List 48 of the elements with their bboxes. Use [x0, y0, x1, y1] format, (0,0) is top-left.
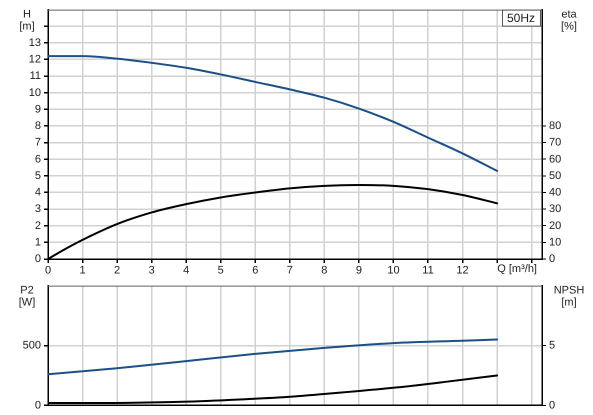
x-tick-label: 6: [252, 264, 258, 277]
y2-tick-label: 5: [549, 340, 556, 352]
y-tick-label: 2: [34, 220, 41, 232]
y-tick-label: 4: [34, 186, 41, 199]
x-tick-label: 7: [286, 264, 293, 277]
y-tick-label: 3: [34, 203, 41, 216]
x-axis-title: Q [m³/h]: [497, 263, 537, 276]
x-tick-label: 12: [456, 264, 469, 277]
x-tick-label: 1: [79, 264, 86, 277]
x-tick-label: 2: [114, 264, 120, 277]
chart-title: 50Hz: [506, 10, 535, 25]
line-series: [48, 338, 498, 376]
y2-tick-label: 0: [549, 399, 556, 412]
line-series: [48, 55, 498, 172]
y2-tick-label: 10: [549, 236, 562, 248]
x-tick-label: 4: [183, 264, 190, 277]
y-tick-label: 1: [34, 236, 41, 248]
y2-tick-label: 40: [549, 186, 562, 199]
x-tick-label: 11: [422, 264, 434, 277]
y-tick-label: 8: [34, 120, 41, 132]
y2-tick-label: 60: [549, 153, 562, 166]
y2-tick-label: 30: [549, 203, 562, 216]
y-tick-label: 9: [34, 103, 41, 116]
y-tick-label: 6: [34, 153, 41, 166]
y2-tick-label: 50: [549, 170, 562, 182]
y-tick-label: 0: [34, 253, 41, 266]
y-tick-label: 10: [28, 86, 41, 99]
y-tick-label: 13: [28, 36, 41, 49]
x-tick-label: 0: [44, 264, 52, 277]
y-tick-label: 12: [28, 54, 41, 66]
x-tick-label: 8: [321, 264, 328, 277]
x-tick-label: 3: [148, 264, 155, 277]
y-axis-title: H [m]: [19, 8, 35, 33]
x-tick-label: 9: [356, 264, 362, 277]
y-tick-label: 7: [34, 136, 41, 149]
y2-tick-label: 20: [549, 220, 562, 232]
y-tick-label: 0: [34, 399, 41, 412]
y2-axis-title: eta [%]: [561, 8, 578, 33]
y2-axis-title: NPSH [m]: [554, 284, 584, 309]
x-tick-label: 10: [387, 264, 400, 277]
x-tick-label: 5: [218, 264, 224, 277]
y2-tick-label: 0: [549, 253, 556, 266]
y-tick-label: 500: [22, 340, 41, 352]
y-tick-label: 5: [34, 170, 41, 182]
y2-tick-label: 70: [549, 136, 562, 149]
y2-tick-label: 80: [549, 120, 562, 132]
y-axis-title: P2 [W]: [18, 284, 36, 309]
y-tick-label: 11: [30, 70, 41, 82]
